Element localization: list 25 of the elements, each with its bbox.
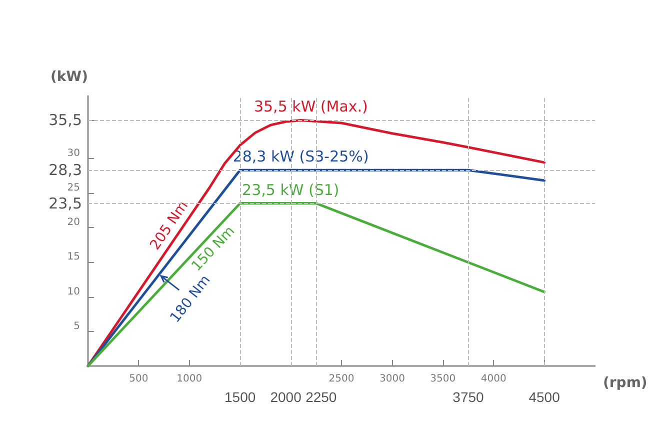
y-tick-label: 5 [74, 320, 80, 332]
annotation: 35,5 kW (Max.) [254, 98, 368, 116]
x-tick-label: 3000 [379, 374, 405, 384]
ref-line-label: 28,3 [48, 161, 82, 180]
x-tick-label: 3500 [430, 374, 456, 384]
x-tick-label: 1000 [176, 374, 202, 384]
ref-line-label: 2250 [306, 389, 337, 405]
ref-line-label: 3750 [452, 389, 484, 405]
ref-line-label: 1500 [224, 389, 256, 405]
ref-line-label: 23,5 [48, 194, 82, 212]
y-tick-label: 20 [67, 217, 80, 228]
annotation: 150 Nm [188, 223, 238, 275]
x-tick-label: 500 [129, 374, 148, 384]
y-axis-title: (kW) [50, 69, 88, 85]
y-tick-label: 25 [67, 182, 80, 194]
y-tick-label: 30 [67, 148, 80, 159]
x-tick-label: 2500 [328, 374, 354, 384]
ref-line-label: 35,5 [48, 111, 82, 130]
x-axis-title: (rpm) [603, 375, 648, 391]
annotation: 23,5 kW (S1) [242, 180, 340, 199]
ref-line-label: 4500 [528, 389, 560, 405]
ref-line-label: 2000 [270, 389, 302, 405]
y-tick-label: 10 [67, 286, 80, 298]
x-tick-label: 4000 [480, 374, 506, 384]
y-tick-label: 15 [67, 252, 80, 263]
